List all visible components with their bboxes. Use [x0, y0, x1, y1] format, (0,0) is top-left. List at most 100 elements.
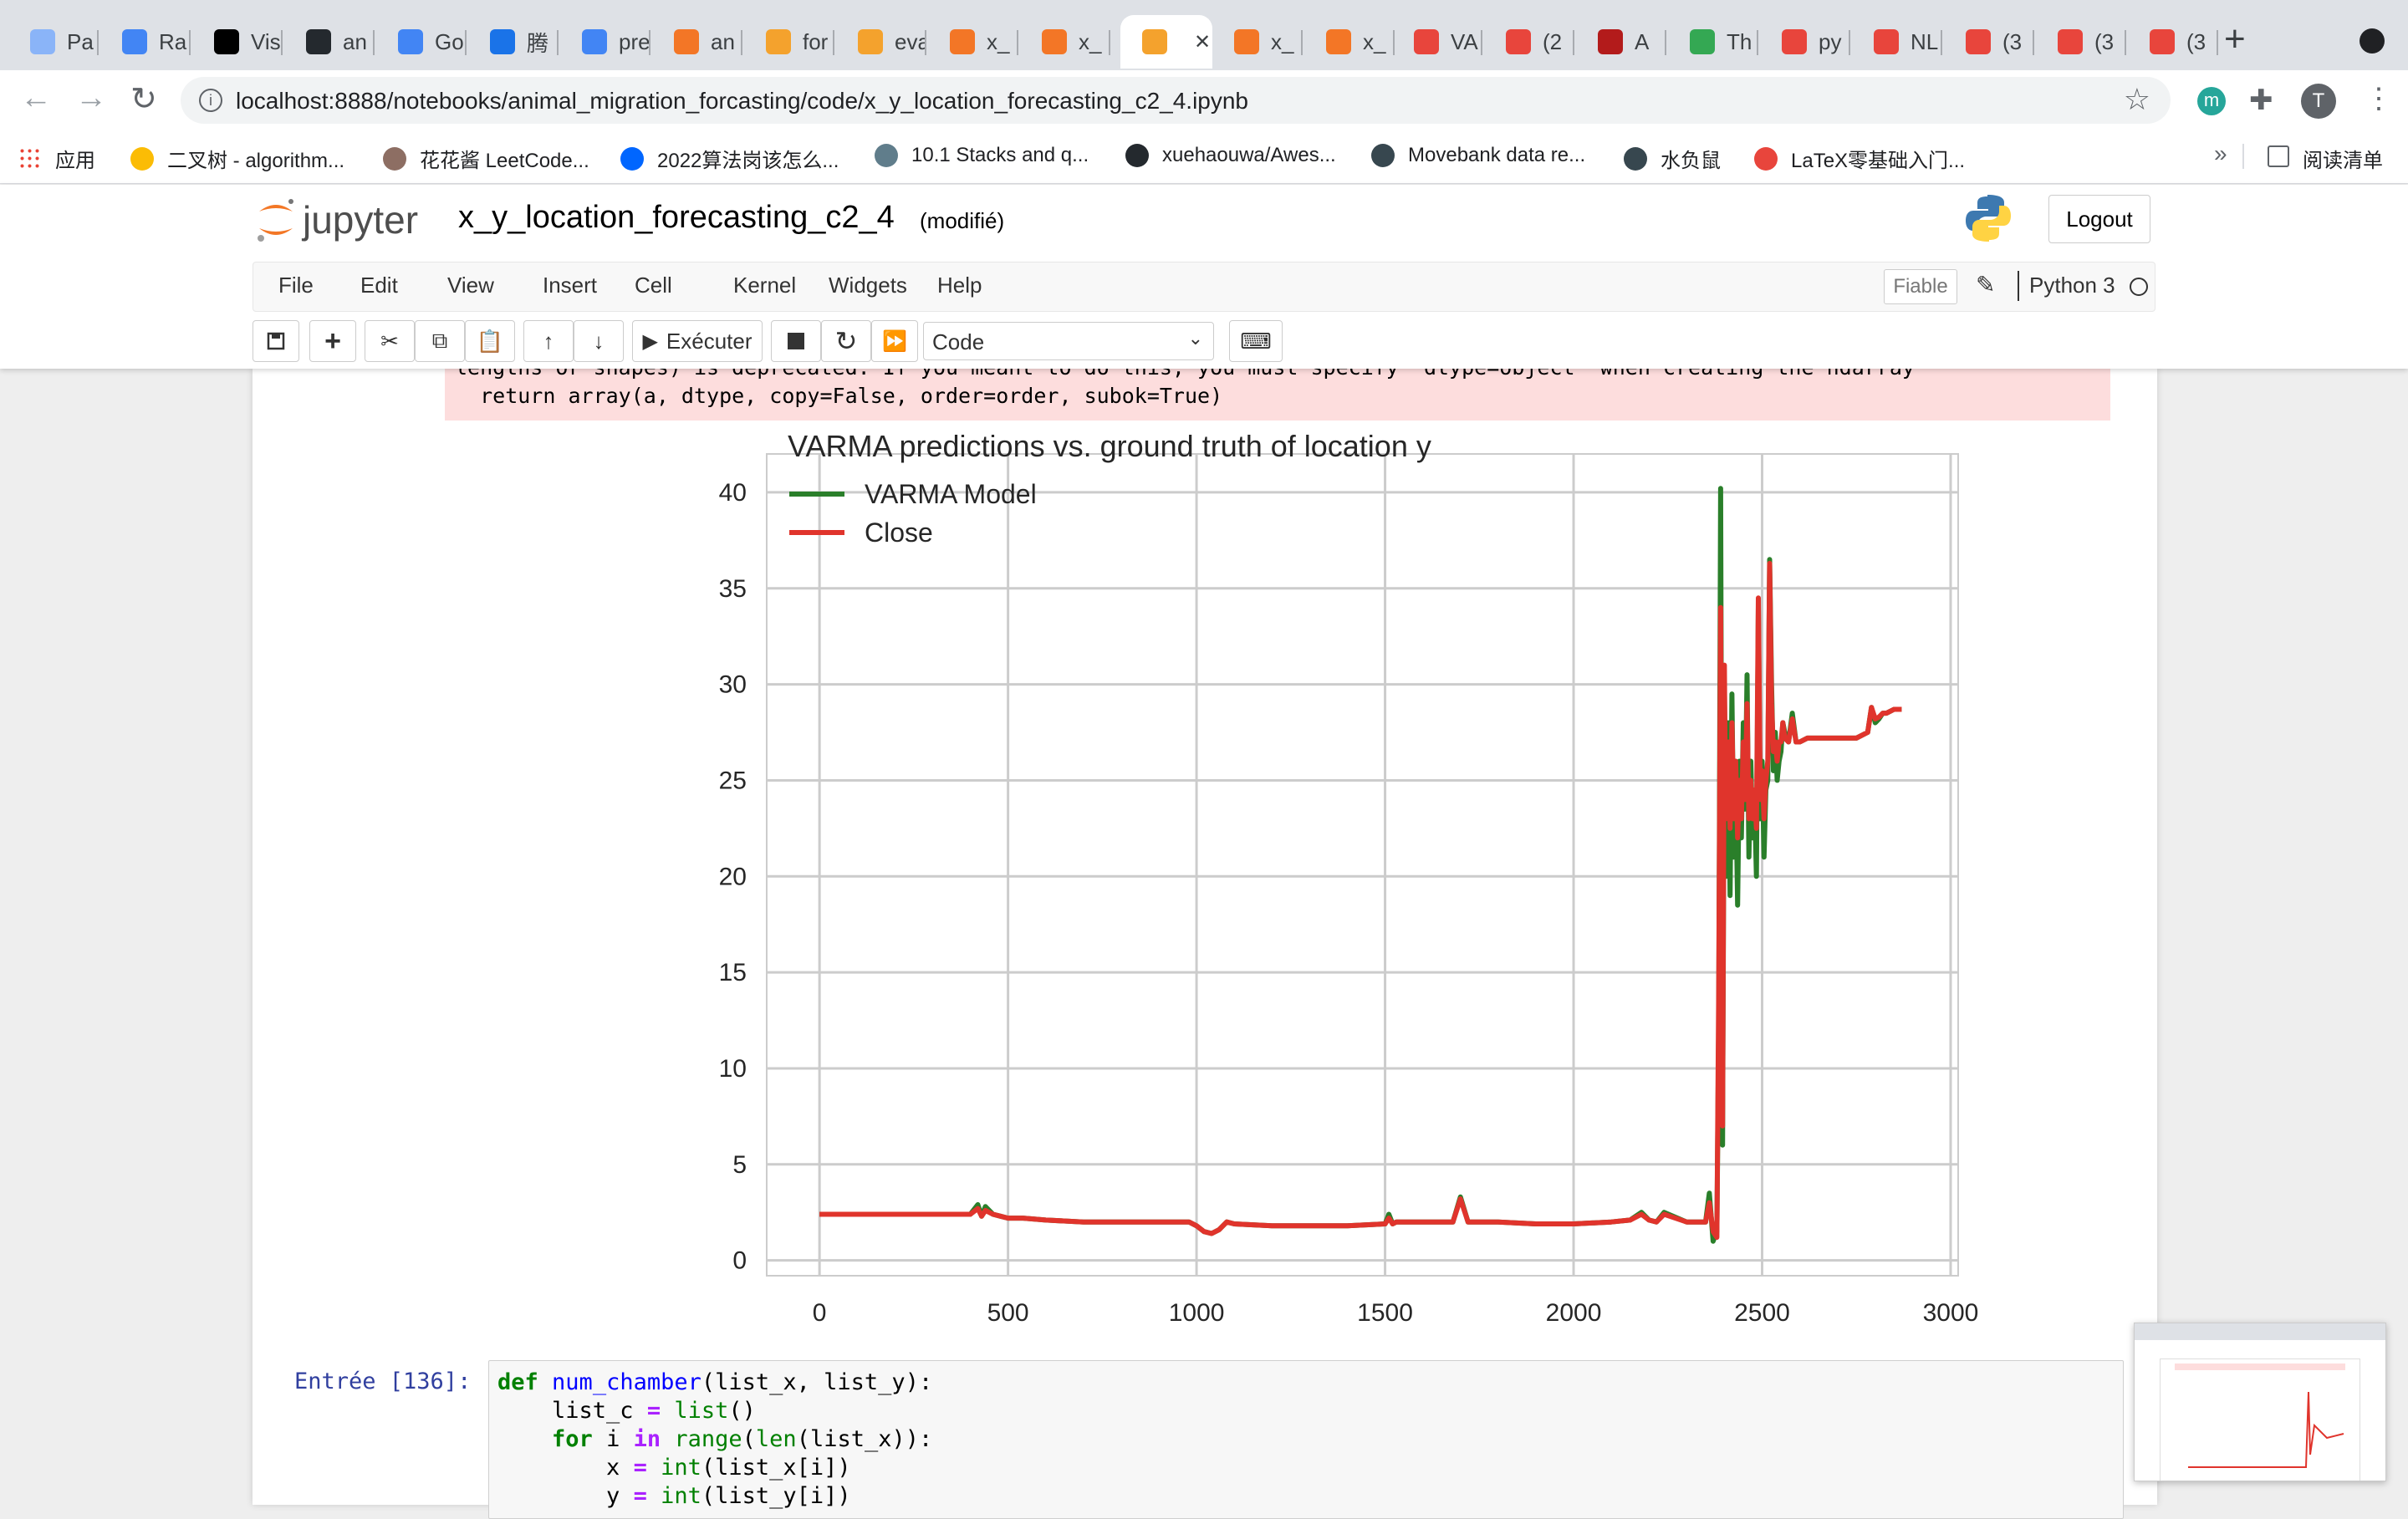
- code-line[interactable]: def num_chamber(list_x, list_y):: [497, 1369, 933, 1395]
- browser-tab[interactable]: x_: [928, 15, 1018, 69]
- cell-type-select[interactable]: Code ⌄: [923, 322, 1214, 360]
- notebook-title[interactable]: x_y_location_forecasting_c2_4: [458, 200, 895, 235]
- close-tab-icon[interactable]: ✕: [1194, 30, 1212, 54]
- browser-tab[interactable]: (2: [1484, 15, 1574, 69]
- bookmark-favicon-icon: [18, 146, 42, 171]
- x-tick-label: 1000: [1169, 1299, 1225, 1327]
- keyboard-shortcuts-icon[interactable]: ⌨: [1229, 320, 1283, 362]
- restart-icon[interactable]: ↻: [821, 320, 871, 362]
- bookmark-item[interactable]: LaTeX零基础入门...: [1754, 144, 1965, 173]
- cut-icon[interactable]: ✂: [365, 320, 415, 362]
- browser-tab[interactable]: Vis: [192, 15, 283, 69]
- x-tick-label: 2000: [1546, 1299, 1602, 1327]
- browser-tab[interactable]: an: [284, 15, 375, 69]
- code-cell-editor[interactable]: def num_chamber(list_x, list_y): list_c …: [488, 1360, 2124, 1519]
- move-down-icon[interactable]: ↓: [574, 320, 624, 362]
- browser-tab[interactable]: (3: [1944, 15, 2034, 69]
- reading-list-label[interactable]: 阅读清单: [2303, 150, 2383, 172]
- browser-tab[interactable]: eva: [836, 15, 926, 69]
- edit-mode-pencil-icon[interactable]: ✎: [1976, 272, 1996, 298]
- logout-button[interactable]: Logout: [2048, 195, 2150, 243]
- more-bookmarks-button[interactable]: »: [2214, 140, 2227, 166]
- bookmark-item[interactable]: xuehaouwa/Awes...: [1125, 144, 1336, 167]
- info-icon[interactable]: i: [199, 89, 222, 112]
- bookmark-item[interactable]: 10.1 Stacks and q...: [875, 144, 1089, 167]
- browser-tab[interactable]: x_: [1020, 15, 1110, 69]
- x-tick-label: 0: [813, 1299, 827, 1327]
- code-line[interactable]: list_c = list(): [497, 1398, 756, 1424]
- browser-tab[interactable]: Th: [1668, 15, 1758, 69]
- back-icon[interactable]: ←: [20, 80, 52, 115]
- tab-label: Pa: [67, 28, 94, 54]
- bookmark-item[interactable]: 水负鼠: [1624, 144, 1721, 173]
- browser-tab[interactable]: A: [1576, 15, 1666, 69]
- x-tick-label: 1500: [1357, 1299, 1413, 1327]
- browser-tab[interactable]: x_: [1304, 15, 1395, 69]
- bookmark-item[interactable]: Movebank data re...: [1371, 144, 1585, 167]
- insert-cell-icon[interactable]: +: [309, 320, 356, 362]
- bookmark-item[interactable]: 二叉树 - algorithm...: [130, 144, 344, 173]
- bookmark-item[interactable]: 应用: [18, 144, 95, 173]
- bookmark-star-icon[interactable]: ☆: [2123, 82, 2150, 116]
- new-tab-button[interactable]: +: [2224, 18, 2246, 59]
- tab-active[interactable]: ✕: [1120, 15, 1212, 69]
- tab-separator: [1301, 30, 1303, 55]
- bookmark-favicon-icon: [1125, 144, 1149, 167]
- browser-tab[interactable]: Go: [376, 15, 467, 69]
- menu-widgets[interactable]: Widgets: [829, 273, 907, 298]
- bookmark-item[interactable]: 2022算法岗该怎么...: [620, 144, 839, 173]
- trusted-badge[interactable]: Fiable: [1884, 269, 1957, 304]
- browser-tab[interactable]: NL: [1852, 15, 1942, 69]
- menu-edit[interactable]: Edit: [360, 273, 398, 298]
- y-tick-label: 5: [732, 1151, 747, 1179]
- reload-icon[interactable]: ↻: [130, 82, 157, 117]
- browser-tab[interactable]: VA: [1392, 15, 1482, 69]
- bookmark-item[interactable]: 花花酱 LeetCode...: [383, 144, 589, 173]
- browser-tab[interactable]: an: [652, 15, 742, 69]
- tab-favicon-icon: [1142, 29, 1167, 54]
- tab-search-icon[interactable]: [2360, 28, 2385, 54]
- y-tick-label: 0: [732, 1247, 747, 1275]
- tab-separator: [189, 30, 191, 55]
- url-text[interactable]: localhost:8888/notebooks/animal_migratio…: [236, 88, 1248, 114]
- browser-tab[interactable]: pre: [560, 15, 650, 69]
- browser-tab[interactable]: (3: [2128, 15, 2218, 69]
- menu-file[interactable]: File: [278, 273, 314, 298]
- extensions-puzzle-icon[interactable]: ✚: [2249, 84, 2273, 116]
- address-bar[interactable]: i localhost:8888/notebooks/animal_migrat…: [181, 77, 2171, 124]
- tab-separator: [373, 30, 375, 55]
- forward-icon[interactable]: →: [75, 80, 107, 115]
- profile-avatar[interactable]: T: [2301, 84, 2336, 119]
- paste-icon[interactable]: 📋: [465, 320, 515, 362]
- copy-icon[interactable]: ⧉: [415, 320, 465, 362]
- browser-tab[interactable]: (3: [2036, 15, 2126, 69]
- restart-run-all-icon[interactable]: ⏩: [871, 320, 918, 362]
- menu-view[interactable]: View: [447, 273, 494, 298]
- cell-type-value: Code: [932, 329, 985, 354]
- browser-tab[interactable]: Ra: [100, 15, 191, 69]
- browser-tab[interactable]: for: [744, 15, 834, 69]
- browser-menu-icon[interactable]: ⋮: [2365, 83, 2393, 115]
- browser-tab[interactable]: py: [1760, 15, 1850, 69]
- code-line[interactable]: for i in range(len(list_x)):: [552, 1426, 933, 1452]
- browser-tab[interactable]: x_: [1212, 15, 1303, 69]
- extension-avatar-icon[interactable]: m: [2197, 87, 2226, 115]
- interrupt-icon[interactable]: [771, 320, 821, 362]
- move-up-icon[interactable]: ↑: [523, 320, 574, 362]
- menu-insert[interactable]: Insert: [543, 273, 598, 298]
- run-button[interactable]: ▶ Exécuter: [632, 320, 763, 362]
- jupyter-logo[interactable]: jupyter: [254, 196, 418, 243]
- browser-tab[interactable]: Pa: [8, 15, 99, 69]
- save-icon[interactable]: [253, 320, 299, 362]
- menu-cell[interactable]: Cell: [635, 273, 672, 298]
- kernel-name[interactable]: Python 3: [2029, 273, 2115, 298]
- page-thumbnail-preview[interactable]: [2134, 1323, 2386, 1481]
- menu-help[interactable]: Help: [937, 273, 982, 298]
- menu-kernel[interactable]: Kernel: [733, 273, 797, 298]
- code-line[interactable]: y = int(list_y[i]): [497, 1483, 851, 1509]
- tab-label: 腾: [527, 30, 549, 56]
- bookmark-label: 10.1 Stacks and q...: [911, 144, 1089, 166]
- code-line[interactable]: x = int(list_x[i]): [497, 1455, 851, 1481]
- reading-list-icon[interactable]: [2268, 145, 2289, 167]
- browser-tab[interactable]: 腾: [468, 15, 559, 69]
